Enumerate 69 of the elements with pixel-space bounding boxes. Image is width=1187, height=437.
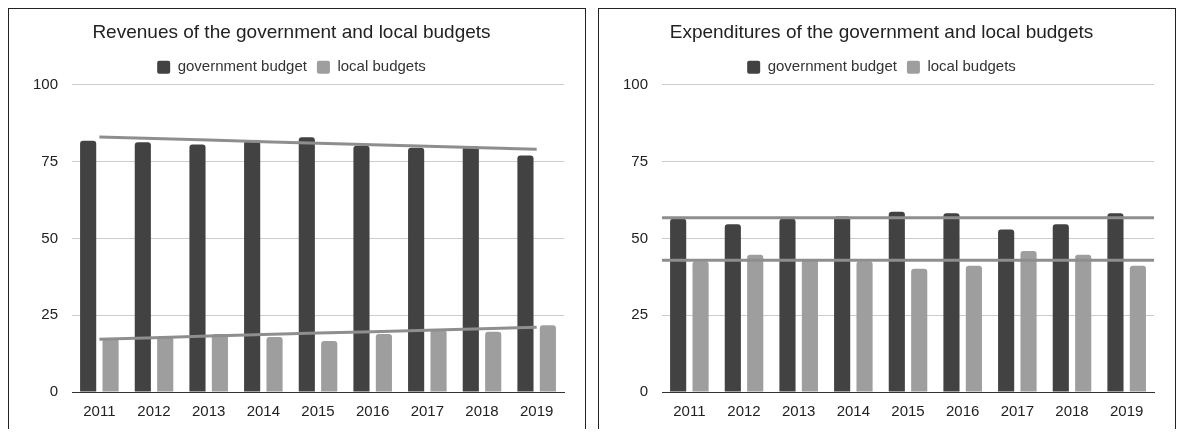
legend-label: government budget (767, 57, 898, 75)
bar (517, 155, 534, 392)
bar (485, 331, 502, 392)
bar (724, 224, 741, 392)
bar (670, 218, 687, 392)
x-tick-label: 2019 (1109, 402, 1144, 420)
x-tick-label: 2016 (355, 402, 390, 420)
bar (1129, 265, 1146, 392)
x-tick-label: 2019 (519, 402, 554, 420)
bar (266, 337, 283, 392)
y-tick-label: 50 (41, 228, 59, 246)
bar (998, 229, 1015, 392)
x-tick-label: 2014 (836, 402, 871, 420)
legend-label: local budgets (927, 57, 1016, 75)
bar (102, 338, 119, 392)
x-tick-label: 2015 (891, 402, 925, 420)
x-tick-label: 2015 (301, 402, 335, 420)
bar (1075, 254, 1092, 392)
y-tick-label: 75 (41, 151, 59, 169)
bar (692, 261, 709, 392)
bar (856, 261, 873, 392)
x-tick-label: 2016 (945, 402, 980, 420)
y-tick-label: 100 (623, 74, 649, 92)
x-tick-label: 2018 (1055, 402, 1089, 420)
y-tick-label: 0 (639, 382, 649, 400)
bar (779, 218, 796, 392)
chart-title: Revenues of the government and local budgets (92, 20, 491, 42)
bar (430, 330, 447, 392)
bar (157, 336, 174, 392)
x-tick-label: 2012 (137, 402, 171, 420)
y-tick-label: 75 (631, 151, 649, 169)
bar (80, 140, 97, 392)
chart-title: Expenditures of the government and local budgets (669, 20, 1094, 42)
bar (747, 254, 764, 392)
x-tick-label: 2011 (673, 402, 706, 420)
bar (834, 216, 851, 392)
bar (321, 341, 338, 392)
bar (1107, 213, 1124, 392)
y-tick-label: 50 (631, 228, 649, 246)
x-tick-label: 2012 (727, 402, 761, 420)
x-tick-label: 2017 (1000, 402, 1035, 420)
bar (1020, 251, 1037, 392)
x-tick-label: 2014 (246, 402, 281, 420)
y-tick-label: 100 (33, 74, 59, 92)
bar (943, 213, 960, 392)
x-tick-label: 2017 (410, 402, 445, 420)
x-tick-label: 2011 (83, 402, 116, 420)
bar (539, 325, 556, 392)
bar (462, 146, 479, 392)
y-tick-label: 25 (631, 305, 649, 323)
bar (801, 259, 818, 392)
y-tick-label: 0 (49, 382, 59, 400)
bar (375, 333, 392, 392)
bar (189, 144, 206, 392)
y-tick-label: 25 (41, 305, 59, 323)
bar (965, 265, 982, 392)
legend-label: local budgets (337, 57, 426, 75)
bar (244, 140, 261, 392)
x-tick-label: 2013 (782, 402, 816, 420)
bar (911, 268, 928, 392)
bar (408, 147, 425, 392)
bar (298, 137, 315, 392)
bar (134, 142, 151, 392)
x-tick-label: 2018 (465, 402, 499, 420)
legend-label: government budget (177, 57, 308, 75)
bar (1052, 224, 1069, 392)
bar (888, 211, 905, 392)
x-tick-label: 2013 (192, 402, 226, 420)
bar (353, 145, 370, 392)
